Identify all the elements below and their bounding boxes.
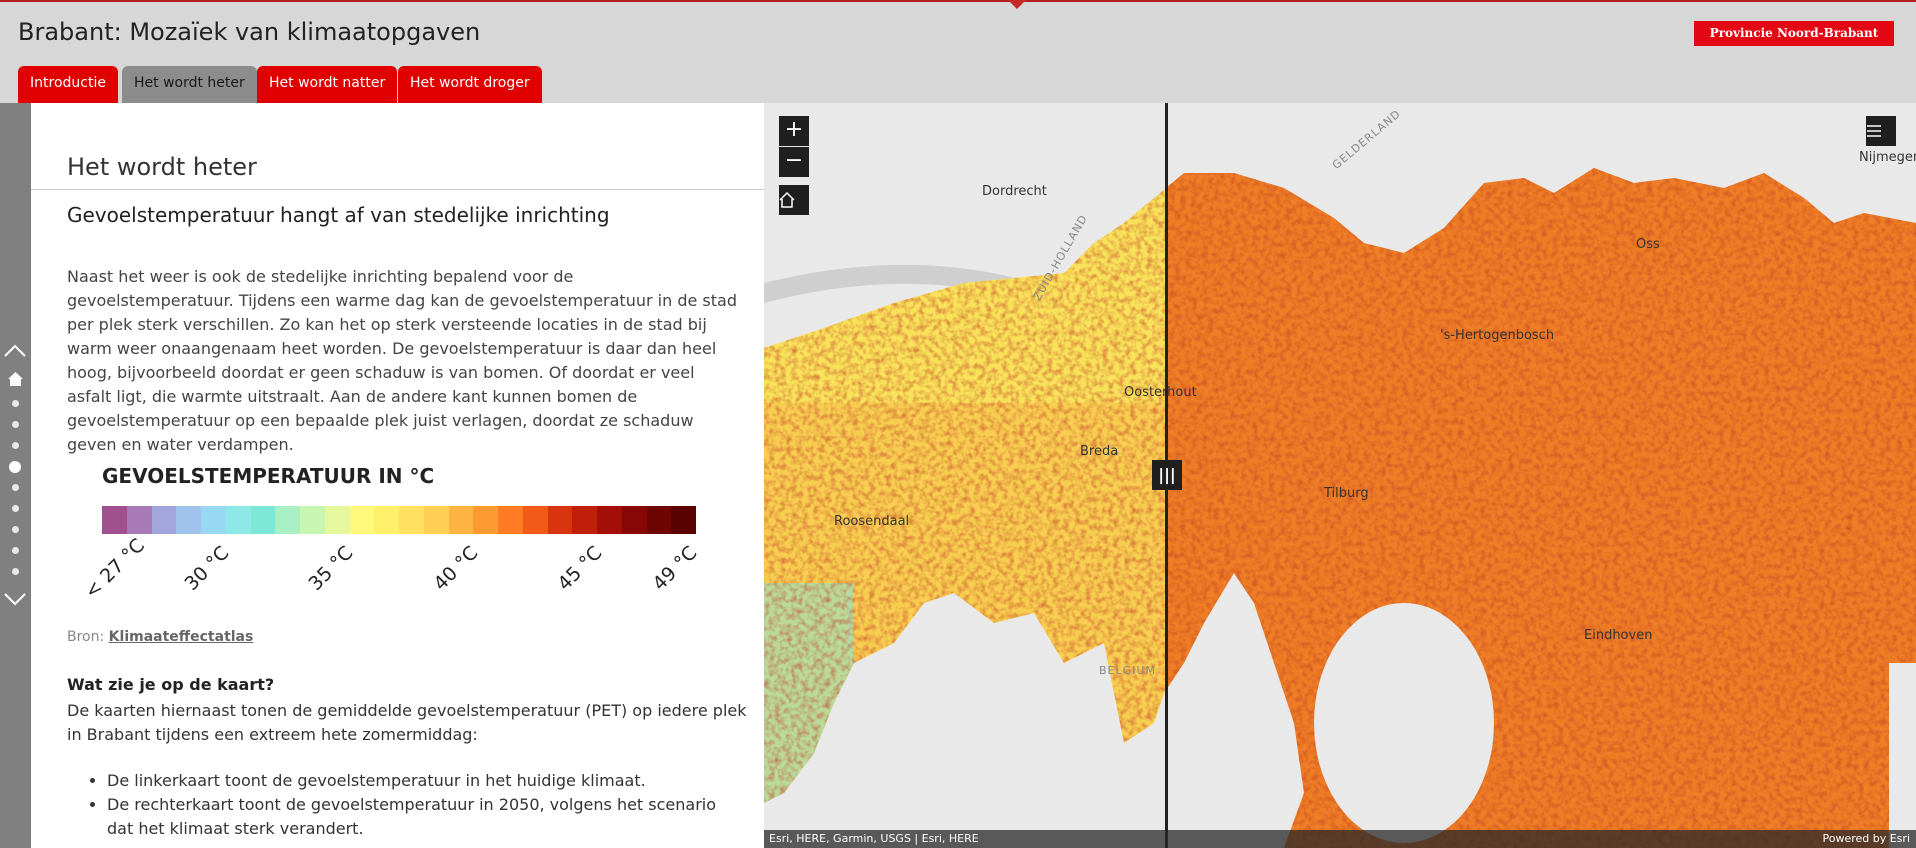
list-icon <box>1867 125 1881 137</box>
chevron-down-icon[interactable] <box>3 591 27 607</box>
nav-dot[interactable] <box>12 568 19 575</box>
source-prefix: Bron: <box>67 629 105 645</box>
legend-title: GEVOELSTEMPERATUUR IN °C <box>102 464 435 488</box>
city-label: Tilburg <box>1324 486 1369 501</box>
map-canvas[interactable] <box>764 103 1916 848</box>
map-attribution: Esri, HERE, Garmin, USGS | Esri, HERE Po… <box>764 830 1916 848</box>
city-label: Dordrecht <box>982 184 1047 199</box>
legend-color-swatch <box>522 506 548 534</box>
app-title: Brabant: Mozaïek van klimaatopgaven <box>18 18 481 46</box>
nav-dot[interactable] <box>12 526 19 533</box>
legend-color-swatch <box>572 506 597 534</box>
home-icon <box>779 192 795 208</box>
zoom-in-button[interactable]: + <box>779 116 809 146</box>
legend-color-swatch <box>126 506 152 534</box>
city-label: Oss <box>1636 237 1660 252</box>
legend-color-swatch <box>597 506 622 534</box>
section-subheading: Gevoelstemperatuur hangt af van stedelij… <box>67 203 610 227</box>
tab-het-wordt-droger[interactable]: Het wordt droger <box>398 66 542 103</box>
legend-color-swatch <box>250 506 276 534</box>
legend-color-swatch <box>646 506 672 534</box>
legend-color-swatch <box>423 506 449 534</box>
source-line: Bron: Klimaateffectatlas <box>67 629 253 645</box>
legend-color-swatch <box>324 506 350 534</box>
source-link[interactable]: Klimaateffectatlas <box>108 629 254 645</box>
legend-color-swatch <box>498 506 523 534</box>
pointer-notch <box>1008 0 1026 9</box>
legend-color-swatch <box>102 506 127 534</box>
city-label: 's-Hertogenbosch <box>1440 328 1555 343</box>
tab-het-wordt-heter[interactable]: Het wordt heter <box>122 66 257 103</box>
legend-color-swatch <box>374 506 399 534</box>
story-nav-rail <box>0 103 31 848</box>
legend-tick: 40 °C <box>429 541 483 595</box>
legend-color-swatch <box>225 506 251 534</box>
legend-tick: < 27 °C <box>80 534 149 603</box>
section-title: Het wordt heter <box>67 153 257 181</box>
legend-color-swatch <box>176 506 201 534</box>
nav-dot[interactable] <box>12 442 19 449</box>
explainer-text: De kaarten hiernaast tonen de gemiddelde… <box>67 701 747 744</box>
region-label: BELGIUM <box>1099 664 1156 677</box>
nav-dot[interactable] <box>12 400 19 407</box>
legend-color-swatch <box>547 506 573 534</box>
section-divider <box>31 189 764 190</box>
layer-list-button[interactable] <box>1866 116 1896 146</box>
city-label: Roosendaal <box>834 514 910 529</box>
legend-color-swatch <box>448 506 474 534</box>
nav-dot[interactable] <box>12 505 19 512</box>
powered-by-text: Powered by Esri <box>1822 832 1910 845</box>
list-item: De linkerkaart toont de gevoelstemperatu… <box>107 769 747 793</box>
city-label: Eindhoven <box>1584 628 1653 643</box>
attribution-text: Esri, HERE, Garmin, USGS | Esri, HERE <box>769 832 979 845</box>
legend-color-swatch <box>275 506 300 534</box>
legend-color-swatch <box>671 506 696 534</box>
nav-dot[interactable] <box>12 484 19 491</box>
tab-introductie[interactable]: Introductie <box>18 66 118 103</box>
explainer-bullets: De linkerkaart toont de gevoelstemperatu… <box>107 769 747 841</box>
legend-color-scale <box>102 506 696 534</box>
legend-color-swatch <box>621 506 647 534</box>
legend-color-swatch <box>473 506 498 534</box>
list-item: De rechterkaart toont de gevoelstemperat… <box>107 793 747 841</box>
legend-color-swatch <box>300 506 325 534</box>
brand-logo[interactable]: Provincie Noord-Brabant <box>1694 21 1894 46</box>
zoom-out-button[interactable]: − <box>779 147 809 177</box>
legend-tick-labels: < 27 °C 30 °C 35 °C 40 °C 45 °C 49 °C <box>80 534 722 603</box>
city-label: Oosterhout <box>1124 385 1197 400</box>
legend-color-swatch <box>201 506 226 534</box>
story-content-panel: Het wordt heter Gevoelstemperatuur hangt… <box>31 103 764 848</box>
legend-color-swatch <box>399 506 424 534</box>
top-accent-line <box>0 0 1916 2</box>
nav-dot-current[interactable] <box>9 461 21 473</box>
swipe-map[interactable]: + − ||| Dordrecht Nijmegen Oosterhout Br… <box>764 103 1916 848</box>
nav-dot[interactable] <box>12 547 19 554</box>
city-label: Breda <box>1080 444 1119 459</box>
home-icon[interactable] <box>7 371 24 387</box>
chevron-up-icon[interactable] <box>3 343 27 359</box>
legend-tick: 49 °C <box>648 541 702 595</box>
legend-tick: 30 °C <box>180 541 234 595</box>
section-body-text: Naast het weer is ook de stedelijke inri… <box>67 267 737 454</box>
home-extent-button[interactable] <box>779 185 809 215</box>
map-gap <box>1314 603 1494 843</box>
legend-color-swatch <box>151 506 177 534</box>
legend-color-swatch <box>349 506 375 534</box>
legend-tick: 35 °C <box>304 541 358 595</box>
river <box>764 263 1584 315</box>
tab-het-wordt-natter[interactable]: Het wordt natter <box>257 66 398 103</box>
nav-dot[interactable] <box>12 421 19 428</box>
swipe-handle[interactable]: ||| <box>1152 460 1182 490</box>
legend-tick: 45 °C <box>553 541 607 595</box>
city-label: Nijmegen <box>1859 150 1916 165</box>
explainer-heading: Wat zie je op de kaart? <box>67 675 275 694</box>
